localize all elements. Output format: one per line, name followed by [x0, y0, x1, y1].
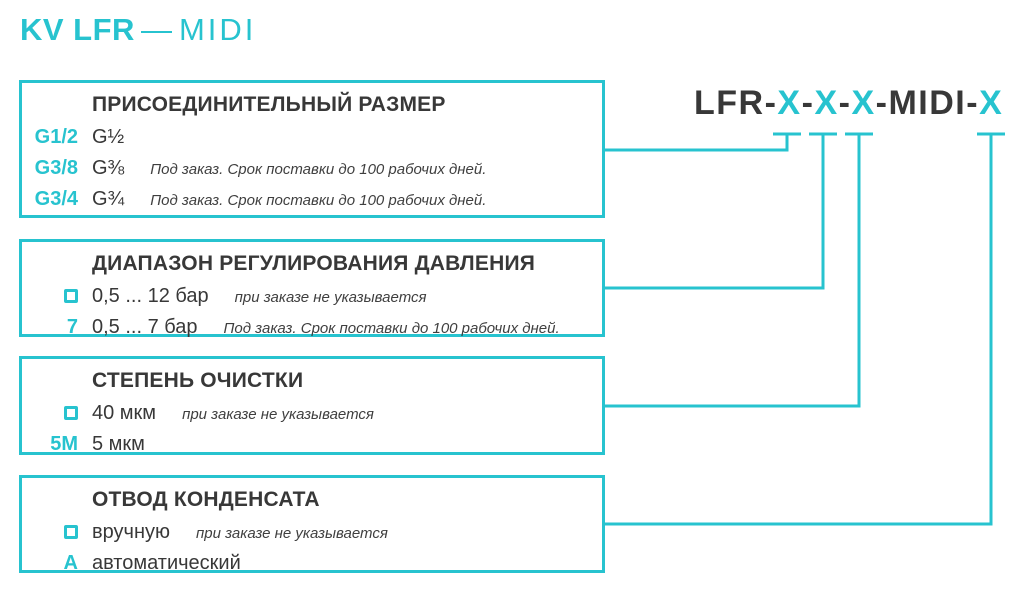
option-note: Под заказ. Срок поставки до 100 рабочих …	[150, 161, 487, 178]
square-outline-icon	[64, 406, 78, 420]
order-code: LFR-X-X-X-MIDI-X	[694, 85, 1003, 121]
option-row: G3/4 G¾ Под заказ. Срок поставки до 100 …	[22, 184, 602, 215]
option-row: G3/8 G⅜ Под заказ. Срок поставки до 100 …	[22, 153, 602, 184]
option-value: G¾	[92, 188, 125, 210]
option-value: 0,5 ... 12 бар	[92, 285, 209, 307]
order-code-static: -	[801, 84, 815, 122]
connector-line-connection-size	[605, 132, 801, 152]
option-row: 0,5 ... 12 бар при заказе не указывается	[22, 281, 602, 312]
option-code: G3/8	[34, 157, 78, 179]
section-connection-size: ПРИСОЕДИНИТЕЛЬНЫЙ РАЗМЕР G1/2 G½ G3/8 G⅜…	[19, 80, 605, 218]
section-condensate-drain: ОТВОД КОНДЕНСАТА вручную при заказе не у…	[19, 475, 605, 574]
order-code-variable: X	[979, 84, 1004, 122]
option-value: 5 мкм	[92, 433, 145, 455]
title-dash: —	[140, 12, 173, 47]
section-title: ОТВОД КОНДЕНСАТА	[92, 488, 320, 511]
option-code	[22, 517, 78, 548]
option-value: 0,5 ... 7 бар	[92, 316, 198, 338]
section-title: ДИАПАЗОН РЕГУЛИРОВАНИЯ ДАВЛЕНИЯ	[92, 252, 536, 275]
order-code-static: LFR-	[694, 84, 778, 122]
option-note: при заказе не указывается	[196, 525, 388, 542]
option-code: G3/4	[34, 188, 78, 210]
option-row: A автоматический	[22, 548, 602, 579]
section-title: ПРИСОЕДИНИТЕЛЬНЫЙ РАЗМЕР	[92, 93, 446, 116]
title-brand: KV LFR	[20, 12, 135, 47]
option-note: Под заказ. Срок поставки до 100 рабочих …	[150, 192, 487, 209]
option-row: 40 мкм при заказе не указывается	[22, 398, 602, 429]
option-row: 7 0,5 ... 7 бар Под заказ. Срок поставки…	[22, 312, 602, 343]
page-title: KV LFR — MIDI	[20, 10, 256, 50]
order-code-variable: X	[851, 84, 876, 122]
option-code: A	[63, 552, 78, 574]
connector-line-pressure-range	[605, 132, 837, 290]
option-note: Под заказ. Срок поставки до 100 рабочих …	[223, 320, 560, 337]
order-code-static: -MIDI-	[875, 84, 980, 122]
option-code	[22, 281, 78, 312]
option-value: 40 мкм	[92, 402, 157, 424]
option-code: 5M	[50, 433, 78, 455]
order-code-variable: X	[814, 84, 839, 122]
order-code-variable: X	[777, 84, 802, 122]
option-value: автоматический	[92, 552, 241, 574]
connector-line-condensate-drain	[605, 132, 1005, 526]
option-value: вручную	[92, 521, 170, 543]
section-filtration-grade: СТЕПЕНЬ ОЧИСТКИ 40 мкм при заказе не ука…	[19, 356, 605, 455]
connector-line-filtration-grade	[605, 132, 873, 408]
option-note: при заказе не указывается	[234, 289, 427, 306]
square-outline-icon	[64, 525, 78, 539]
option-value: G⅜	[92, 157, 125, 179]
option-code: G1/2	[34, 126, 78, 148]
order-code-static: -	[838, 84, 852, 122]
section-pressure-range: ДИАПАЗОН РЕГУЛИРОВАНИЯ ДАВЛЕНИЯ 0,5 ... …	[19, 239, 605, 338]
option-row: 5M 5 мкм	[22, 429, 602, 460]
title-series: MIDI	[178, 12, 257, 47]
option-code: 7	[66, 316, 78, 338]
option-value: G½	[92, 126, 125, 148]
option-row: G1/2 G½	[22, 122, 602, 153]
square-outline-icon	[64, 289, 78, 303]
option-code	[22, 398, 78, 429]
section-title: СТЕПЕНЬ ОЧИСТКИ	[92, 369, 304, 392]
option-row: вручную при заказе не указывается	[22, 517, 602, 548]
option-note: при заказе не указывается	[182, 406, 374, 423]
